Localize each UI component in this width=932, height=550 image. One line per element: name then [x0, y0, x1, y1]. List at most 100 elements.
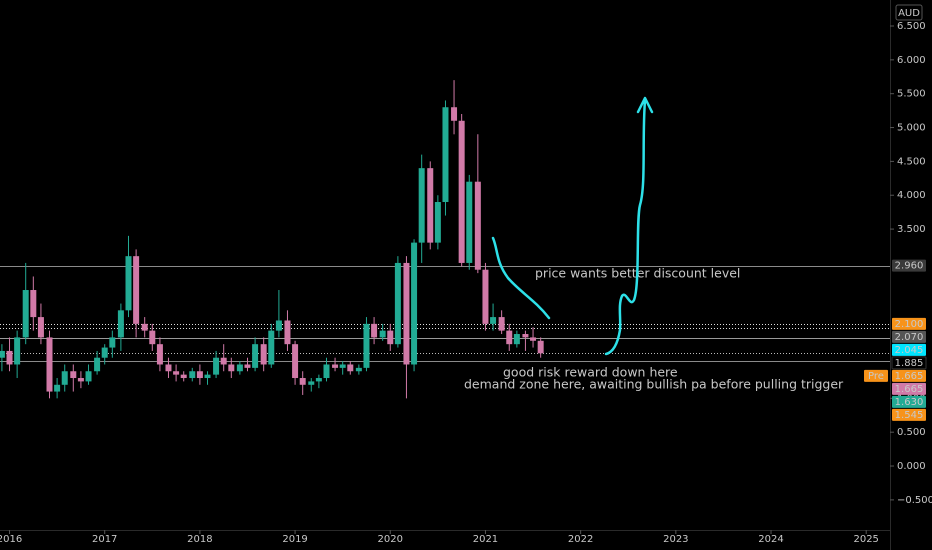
candle-body [308, 381, 315, 385]
currency-box [895, 4, 923, 21]
price-label-box [891, 356, 927, 370]
candle-body [339, 364, 346, 368]
candle-body [180, 374, 187, 379]
candle-body [363, 323, 370, 368]
candle-body [275, 320, 282, 331]
candle-body [474, 181, 481, 270]
candle-body [442, 107, 449, 203]
candle-body [332, 364, 339, 368]
candle-body [347, 364, 354, 372]
price-label-box [892, 395, 926, 408]
price-label: 2.045 [895, 345, 924, 356]
candle-body [466, 181, 473, 263]
candle-body [30, 290, 37, 318]
price-label: 1.630 [895, 397, 924, 408]
price-label-tag-box [864, 369, 888, 382]
candle-body [513, 334, 520, 345]
currency: AUD [898, 8, 920, 19]
price-label: 1.665 [895, 371, 924, 382]
candle-body [173, 371, 180, 375]
candle-body [236, 364, 243, 372]
candle-body [458, 120, 465, 263]
candle-body [284, 320, 291, 345]
candle-body [125, 256, 132, 311]
candle-body [522, 334, 529, 338]
candle-body [101, 347, 108, 358]
price-label-box [892, 408, 926, 421]
price-label-box [892, 369, 926, 382]
x-tick-label: 2018 [187, 534, 212, 545]
candle-body [85, 371, 92, 382]
price-label: 2.070 [895, 332, 924, 343]
candle-body [204, 374, 211, 379]
x-tick-label: 2019 [282, 534, 307, 545]
price-label: 1.545 [895, 410, 924, 421]
y-tick-label: 0.000 [897, 461, 926, 472]
price-label-tag: Pre [868, 371, 884, 382]
drawing [491, 236, 551, 320]
x-tick-label: 2024 [758, 534, 783, 545]
x-tick-label: 2025 [853, 534, 878, 545]
candle-body [94, 357, 101, 372]
candle-body [149, 330, 156, 345]
candle-body [213, 357, 220, 375]
candle-body [355, 367, 362, 372]
candle-body [451, 107, 458, 121]
candle-body [403, 262, 410, 365]
candle-body [379, 330, 386, 338]
candle-body [292, 344, 299, 379]
y-tick-label: 3.500 [897, 224, 926, 235]
candle-body [6, 350, 13, 365]
candle-body [156, 344, 163, 365]
price-label-box [892, 382, 926, 395]
y-tick-label: 0.500 [897, 427, 926, 438]
candle-body [418, 168, 425, 243]
x-tick-label: 2021 [473, 534, 498, 545]
candle-body [14, 337, 21, 365]
candle-body [46, 337, 53, 392]
candle-body [530, 337, 537, 341]
candle-body [490, 317, 497, 324]
candle-body [252, 344, 259, 368]
candle-body [165, 364, 172, 372]
candle-body [133, 256, 140, 324]
x-tick-label: 2023 [663, 534, 688, 545]
candle-body [315, 378, 322, 382]
candle-body [387, 330, 394, 345]
price-label: 2.960 [895, 261, 924, 272]
y-tick-label: 4.000 [897, 190, 926, 201]
x-tick-label: 2017 [92, 534, 117, 545]
candle-body [260, 344, 267, 365]
candle-body [220, 357, 227, 365]
candle-body [498, 317, 505, 331]
candle-body [427, 168, 434, 243]
plot-area [0, 80, 890, 399]
candle-body [482, 269, 489, 324]
price-label-box [892, 317, 926, 330]
candle-body [394, 262, 401, 345]
candle-body [61, 371, 68, 385]
x-tick-label: 2020 [378, 534, 403, 545]
price-label-box [892, 343, 926, 356]
y-tick-label: 5.000 [897, 123, 926, 134]
candle-body [537, 340, 544, 354]
candle-body [268, 330, 275, 365]
candle-body [506, 330, 513, 345]
candle-body [70, 371, 77, 379]
price-label-box [892, 259, 926, 272]
candle-body [411, 242, 418, 365]
price-label: 1.665 [895, 384, 924, 395]
candle-body [37, 317, 44, 338]
candle-body [299, 378, 306, 385]
candle-body [54, 384, 61, 392]
candle-body [371, 323, 378, 338]
annotation: good risk reward down here [503, 365, 678, 380]
candle-body [141, 323, 148, 331]
candle-body [323, 364, 330, 379]
y-tick-label: 5.500 [897, 89, 926, 100]
y-tick-label: 6.500 [897, 21, 926, 32]
candle-body [434, 202, 441, 243]
